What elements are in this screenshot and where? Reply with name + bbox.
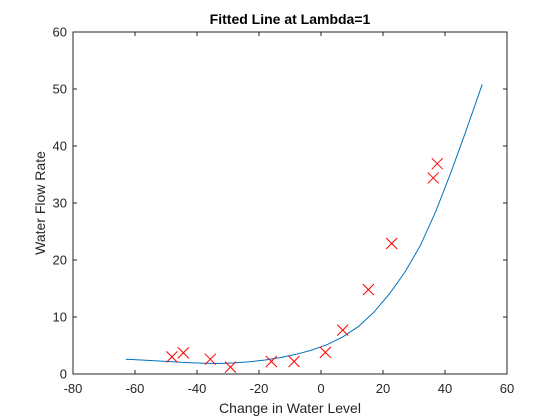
x-axis-label: Change in Water Level	[219, 400, 361, 416]
x-ticks: -80 -60 -40 -20 0 20 40 60	[64, 32, 514, 396]
data-point-marker	[385, 237, 398, 250]
data-point-marker	[204, 353, 217, 366]
x-tick-label: 20	[376, 381, 390, 396]
data-point-marker	[288, 355, 300, 368]
data-point-marker	[427, 172, 440, 184]
y-tick-label: 20	[53, 253, 67, 268]
y-tick-label: 30	[53, 196, 67, 211]
chart-title: Fitted Line at Lambda=1	[210, 11, 371, 27]
data-point-marker	[431, 157, 444, 170]
x-tick-label: -80	[64, 381, 83, 396]
data-point-marker	[224, 361, 237, 374]
plot-area	[73, 32, 507, 374]
data-point-marker	[336, 324, 349, 336]
y-tick-label: 0	[60, 367, 67, 382]
y-axis-label: Water Flow Rate	[32, 151, 48, 255]
y-tick-label: 60	[53, 25, 67, 40]
data-point-marker	[166, 351, 178, 363]
x-tick-label: -60	[126, 381, 145, 396]
y-tick-label: 40	[53, 139, 67, 154]
y-tick-label: 50	[53, 82, 67, 97]
fitted-curve-layer	[125, 84, 483, 365]
data-markers-layer	[166, 157, 444, 374]
x-tick-label: -20	[250, 381, 269, 396]
data-point-marker	[177, 347, 190, 359]
fitted-curve-line	[125, 84, 483, 365]
y-tick-label: 10	[53, 310, 67, 325]
y-ticks: 0 10 20 30 40 50 60	[53, 25, 507, 382]
x-tick-label: 40	[438, 381, 452, 396]
x-tick-label: -40	[188, 381, 207, 396]
x-tick-label: 60	[500, 381, 514, 396]
data-point-marker	[319, 346, 332, 359]
data-point-marker	[362, 283, 375, 296]
data-point-marker	[265, 355, 278, 368]
x-tick-label: 0	[317, 381, 324, 396]
